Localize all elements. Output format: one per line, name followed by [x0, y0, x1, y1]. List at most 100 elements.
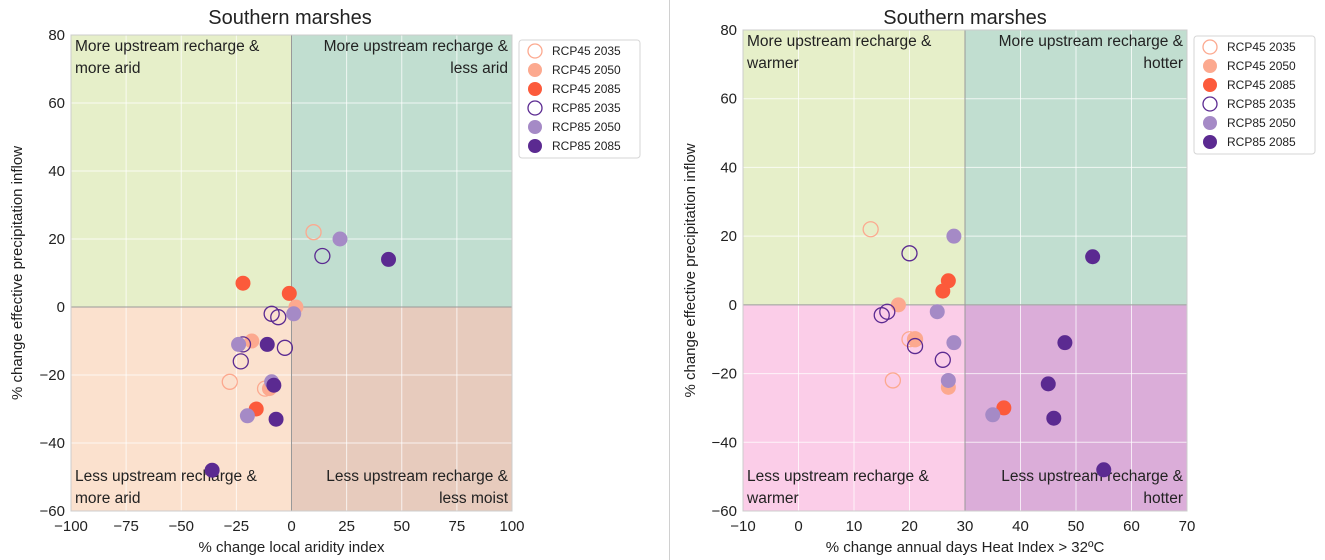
y-tick-label: −40 [40, 435, 65, 452]
data-point-r85-85 [381, 251, 397, 267]
x-tick-label: 30 [957, 518, 974, 535]
y-tick-label: 20 [48, 231, 65, 248]
data-point-r45-35 [221, 373, 238, 390]
data-point-r45-85 [935, 283, 951, 299]
legend-label: RCP45 2035 [1227, 40, 1296, 54]
data-point-r85-50 [946, 335, 962, 351]
y-tick-label: −20 [712, 366, 737, 383]
legend-marker-r45-85 [1203, 78, 1217, 92]
data-point-r85-85 [204, 462, 220, 478]
data-point-r85-35 [232, 353, 249, 370]
y-tick-label: 20 [720, 228, 737, 245]
data-point-r85-85 [259, 336, 275, 352]
x-axis-label: % change annual days Heat Index > 32ºC [826, 539, 1105, 556]
legend-label: RCP45 2035 [552, 44, 621, 58]
data-point-r45-35 [305, 224, 322, 241]
quadrant-label-top-right: More upstream recharge & [324, 38, 509, 55]
legend-label: RCP45 2085 [1227, 78, 1296, 92]
data-point-r85-35 [879, 303, 896, 320]
data-point-r85-35 [906, 337, 924, 355]
y-axis-label: % change effective precipitation inflow [682, 143, 699, 397]
legend-label: RCP45 2085 [552, 82, 621, 96]
legend-label: RCP85 2035 [1227, 97, 1296, 111]
quadrant-label-bottom-left: more arid [75, 490, 140, 507]
legend-marker-r45-35 [527, 43, 543, 59]
legend: RCP45 2035 RCP45 2050 RCP45 2085 RCP85 2035… [1193, 35, 1316, 155]
data-point-r85-35 [314, 247, 331, 265]
legend-box [1193, 35, 1316, 155]
data-point-r85-50 [286, 306, 302, 322]
quadrant-label-top-left: More upstream recharge & [75, 38, 260, 55]
x-tick-label: −10 [730, 518, 755, 535]
quadrant-label-bottom-right: hotter [1143, 490, 1183, 507]
quadrant-label-top-left: warmer [746, 55, 799, 72]
x-tick-label: 100 [499, 518, 524, 535]
legend-marker-r85-35 [1202, 96, 1218, 112]
y-tick-label: 60 [720, 91, 737, 108]
legend-marker-r85-85 [528, 139, 542, 153]
data-point-r85-85 [1040, 376, 1056, 392]
x-tick-label: −75 [113, 518, 138, 535]
legend-marker-r85-35 [527, 100, 543, 116]
quadrant-label-bottom-left: Less upstream recharge & [75, 468, 257, 485]
legend-label: RCP85 2050 [1227, 116, 1296, 130]
data-point-r45-35 [884, 372, 902, 389]
plot-frame [70, 34, 513, 512]
y-tick-label: 40 [720, 159, 737, 176]
data-point-r45-35 [862, 221, 879, 238]
x-tick-label: 0 [287, 518, 295, 535]
x-tick-label: −50 [169, 518, 194, 535]
y-tick-label: 80 [48, 27, 65, 44]
x-tick-label: 20 [901, 518, 918, 535]
chart-title: Southern marshes [208, 7, 371, 29]
legend-box [518, 39, 641, 159]
y-axis-label: % change effective precipitation inflow [9, 146, 26, 400]
y-tick-label: 60 [48, 95, 65, 112]
data-point-r85-50 [231, 336, 247, 352]
quadrant-label-top-right: less arid [450, 60, 508, 77]
y-tick-label: 0 [729, 297, 737, 314]
data-point-r85-35 [276, 339, 294, 356]
legend-marker-r45-50 [528, 63, 542, 77]
chart-aridity: −100 −75 −50 −25 0 25 50 75 100 −60 −40 −20 0 20 40 60 8… [9, 7, 641, 556]
plot-frame [742, 29, 1188, 512]
data-point-r85-50 [940, 372, 956, 388]
x-tick-label: 70 [1179, 518, 1196, 535]
data-point-r85-35 [270, 309, 287, 326]
legend-label: RCP85 2085 [552, 139, 621, 153]
data-point-r85-35 [901, 245, 918, 262]
data-point-r85-85 [1085, 249, 1101, 265]
y-tick-label: 40 [48, 163, 65, 180]
quadrant-label-top-right: More upstream recharge & [999, 33, 1184, 50]
x-tick-label: 50 [393, 518, 410, 535]
legend-marker-r45-85 [528, 82, 542, 96]
data-point-r45-85 [996, 400, 1012, 416]
y-tick-label: −20 [40, 367, 65, 384]
data-point-r45-50 [244, 333, 260, 349]
y-tick-label: 0 [57, 299, 65, 316]
legend-marker-r85-50 [1203, 116, 1217, 130]
panel-divider [669, 0, 670, 560]
data-point-r85-50 [239, 408, 255, 424]
data-point-r85-85 [1057, 335, 1073, 351]
legend-marker-r45-50 [1203, 59, 1217, 73]
quadrant-label-bottom-right: Less upstream recharge & [326, 468, 508, 485]
y-tick-label: −60 [712, 503, 737, 520]
quadrant-label-bottom-right: Less upstream recharge & [1001, 468, 1183, 485]
x-tick-label: 50 [1068, 518, 1085, 535]
data-point-r85-85 [1096, 462, 1112, 478]
quadrant-label-top-left: more arid [75, 60, 140, 77]
legend-marker-r85-50 [528, 120, 542, 134]
quadrant-label-bottom-right: less moist [439, 490, 509, 507]
legend-label: RCP85 2035 [552, 101, 621, 115]
x-tick-label: −100 [54, 518, 88, 535]
chart-title: Southern marshes [883, 7, 1046, 29]
legend-label: RCP85 2085 [1227, 135, 1296, 149]
data-point-r45-85 [281, 285, 297, 301]
quadrant-label-top-left: More upstream recharge & [747, 33, 932, 50]
legend-marker-r85-85 [1203, 135, 1217, 149]
quadrant-label-top-right: hotter [1143, 55, 1183, 72]
data-point-r85-35 [934, 351, 951, 368]
data-point-r85-50 [985, 407, 1001, 423]
